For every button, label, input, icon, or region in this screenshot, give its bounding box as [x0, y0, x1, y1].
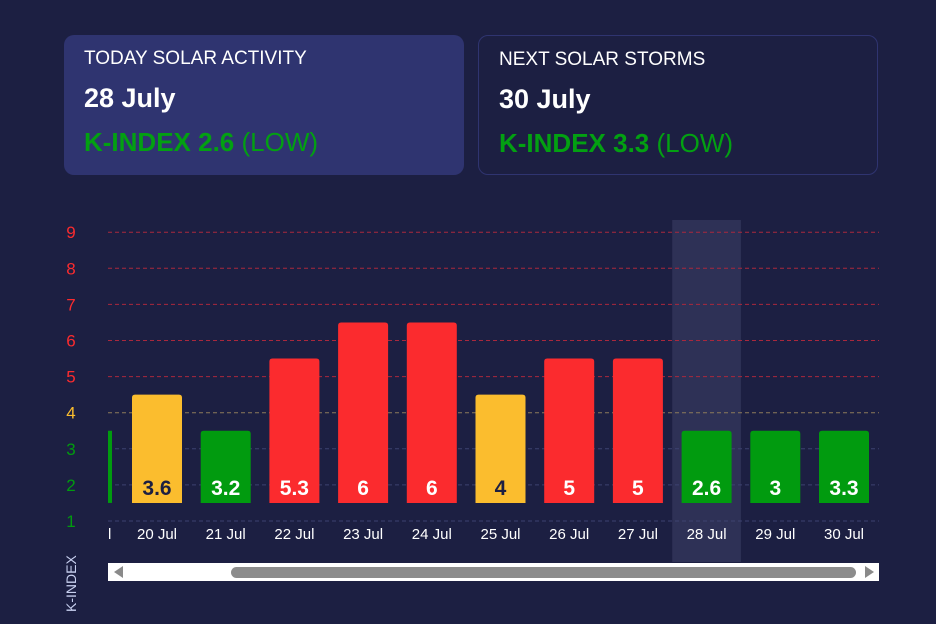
bar — [750, 430, 801, 503]
scrollbar-thumb[interactable] — [231, 567, 856, 578]
bar — [269, 358, 320, 503]
x-tick-label: 21 Jul — [206, 526, 246, 543]
y-tick-label: 4 — [66, 404, 75, 423]
x-tick-label: 30 Jul — [824, 526, 864, 543]
bar-value-label: 6 — [426, 477, 438, 500]
x-tick-label: 26 Jul — [549, 526, 589, 543]
next-solar-storms-card: NEXT SOLAR STORMS 30 July K-INDEX 3.3 (L… — [478, 35, 878, 175]
bar — [475, 394, 526, 503]
bar-value-label: 3 — [769, 477, 781, 500]
k-index-level: (LOW) — [656, 128, 734, 158]
x-tick-label-partial: l — [108, 526, 111, 543]
bar-value-label: 5.3 — [280, 477, 309, 500]
card-date: 28 July — [84, 83, 176, 113]
y-tick-label: 7 — [66, 295, 75, 314]
x-tick-label: 25 Jul — [480, 526, 520, 543]
card-k-index: K-INDEX 2.6 (LOW) — [84, 127, 444, 158]
bar — [338, 322, 389, 503]
x-tick-label: 23 Jul — [343, 526, 383, 543]
bar — [406, 322, 457, 503]
bar-value-label: 5 — [632, 477, 644, 500]
scroll-right-arrow-icon[interactable] — [865, 566, 874, 578]
y-tick-label: 6 — [66, 332, 75, 351]
x-tick-label: 24 Jul — [412, 526, 452, 543]
y-tick-label: 3 — [66, 440, 75, 459]
card-title: TODAY SOLAR ACTIVITY — [84, 48, 307, 69]
bar-value-label: 3.3 — [829, 477, 858, 500]
card-date: 30 July — [499, 84, 591, 114]
bar-value-label: 4 — [495, 477, 507, 500]
bar-value-label: 3.2 — [211, 477, 240, 500]
bar — [681, 430, 732, 503]
card-title: NEXT SOLAR STORMS — [499, 49, 706, 70]
y-tick-label: 1 — [66, 512, 75, 531]
y-tick-label: 9 — [66, 223, 75, 242]
bar — [612, 358, 663, 503]
bar — [819, 430, 869, 503]
y-tick-label: 8 — [66, 259, 75, 278]
y-tick-label: 5 — [66, 368, 75, 387]
x-tick-label: 28 Jul — [687, 526, 727, 543]
bar-value-label: 3.6 — [142, 477, 171, 500]
bar — [132, 394, 182, 503]
bar-value-label: 5 — [563, 477, 575, 500]
x-tick-label: 29 Jul — [755, 526, 795, 543]
bar — [200, 430, 251, 503]
today-solar-activity-card: TODAY SOLAR ACTIVITY 28 July K-INDEX 2.6… — [64, 35, 464, 175]
highlight-column — [672, 220, 741, 562]
k-index-level: (LOW) — [241, 127, 319, 157]
x-tick-label: 27 Jul — [618, 526, 658, 543]
bar-value-label: 2.6 — [692, 477, 721, 500]
card-k-index: K-INDEX 3.3 (LOW) — [499, 128, 857, 159]
bar-value-label: 6 — [357, 477, 369, 500]
k-index-value: K-INDEX 3.3 — [499, 128, 650, 158]
x-tick-label: 22 Jul — [274, 526, 314, 543]
partial-bar — [108, 430, 112, 503]
scroll-left-arrow-icon[interactable] — [114, 566, 123, 578]
y-tick-label: 2 — [66, 476, 75, 495]
bar — [544, 358, 595, 503]
k-index-value: K-INDEX 2.6 — [84, 127, 235, 157]
x-tick-label: 20 Jul — [137, 526, 177, 543]
y-axis-label: K-INDEX — [63, 555, 79, 612]
